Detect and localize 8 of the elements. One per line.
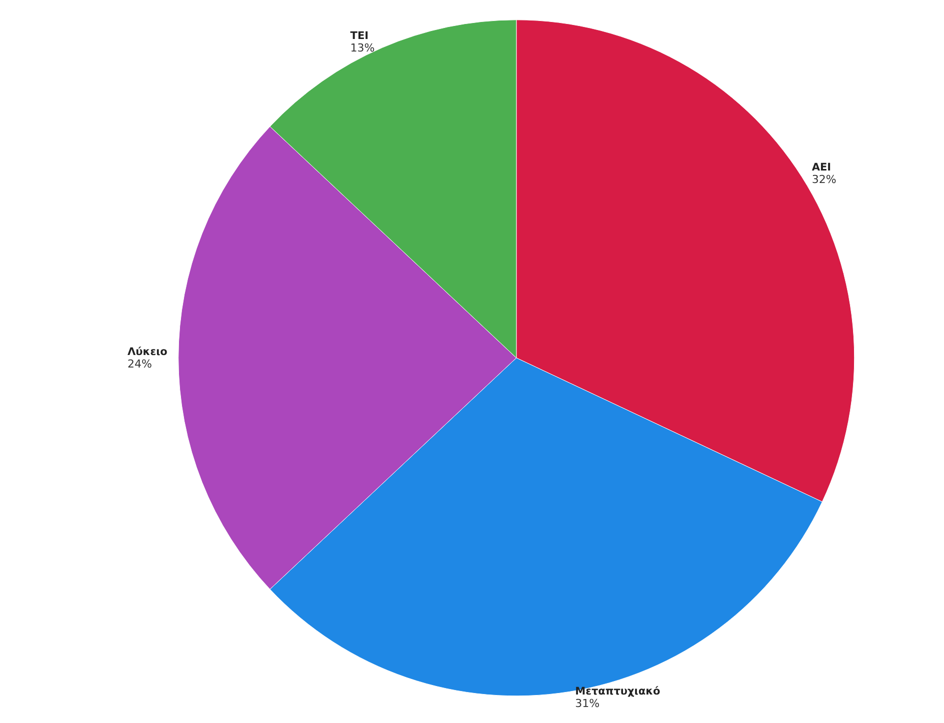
data-label: 24% <box>128 357 152 370</box>
data-label: 32% <box>812 173 836 186</box>
slice-label: ΤΕΙ <box>350 30 369 42</box>
data-label: 13% <box>350 42 375 55</box>
slice-label: Μεταπτυχιακό <box>575 686 660 698</box>
slice-label: Λύκειο <box>128 346 168 358</box>
data-label: 31% <box>575 697 600 710</box>
slice-label: ΑΕΙ <box>812 162 832 174</box>
